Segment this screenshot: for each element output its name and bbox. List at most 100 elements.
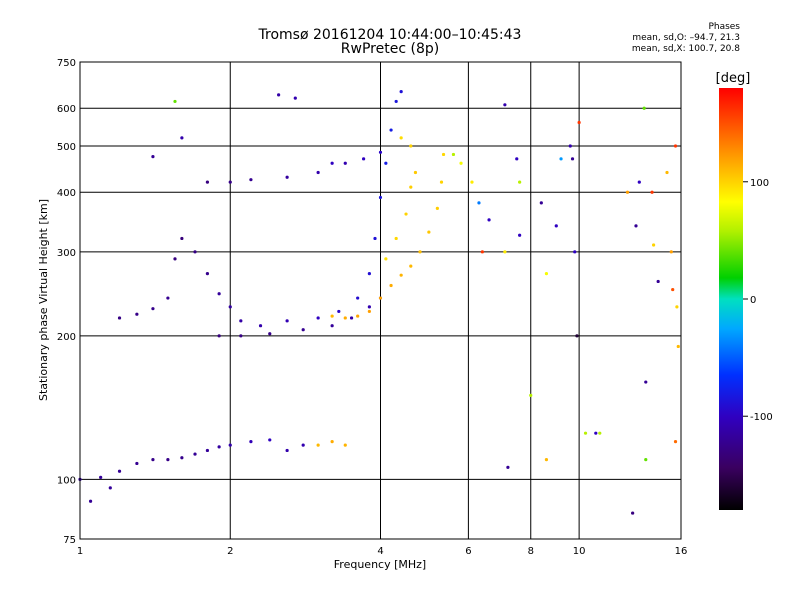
data-point [439, 180, 444, 184]
data-point [577, 120, 581, 125]
data-point [343, 316, 347, 320]
phases-o-line: mean, sd,O: –94.7, 21.3 [632, 33, 740, 43]
data-point [268, 332, 272, 336]
data-point [166, 458, 170, 462]
data-point [316, 443, 320, 447]
x-tick-label: 4 [377, 546, 383, 557]
data-point [99, 475, 103, 479]
data-point [330, 161, 334, 165]
colorbar-label: [deg] [716, 71, 751, 86]
data-point [343, 161, 347, 165]
data-point [285, 175, 289, 179]
data-point [470, 180, 474, 184]
data-point [598, 431, 602, 435]
data-point [642, 106, 646, 110]
data-point [594, 431, 598, 435]
y-tick-label: 200 [57, 332, 76, 343]
data-point [217, 334, 221, 338]
data-point [487, 218, 491, 222]
data-point [570, 157, 575, 161]
data-point [451, 152, 456, 157]
data-point [249, 440, 253, 444]
data-point [544, 272, 549, 276]
data-point [631, 511, 635, 515]
data-point [378, 195, 383, 200]
data-point [193, 452, 197, 456]
plot-frame [79, 61, 682, 540]
data-point [515, 157, 519, 161]
data-point [378, 150, 383, 154]
data-point [650, 190, 654, 194]
data-point [644, 458, 648, 462]
colorbar-tick-label: 0 [750, 295, 756, 306]
data-point [249, 178, 253, 182]
data-point [669, 250, 673, 254]
data-point [166, 296, 170, 300]
data-point [228, 443, 232, 447]
data-point [151, 155, 155, 159]
x-tick-label: 10 [573, 546, 586, 557]
data-point [518, 180, 522, 184]
data-point [399, 136, 403, 140]
data-point [330, 314, 334, 318]
data-point [180, 236, 184, 241]
data-point [285, 448, 289, 453]
y-tick-label: 750 [57, 58, 76, 69]
data-point [394, 236, 398, 241]
colorbar-tick-label: 100 [750, 178, 769, 189]
data-point [675, 305, 679, 309]
data-point [676, 344, 680, 349]
data-point [399, 273, 403, 277]
data-point [151, 307, 155, 311]
x-tick-label: 6 [465, 546, 471, 557]
data-point [503, 250, 507, 254]
data-point [409, 185, 413, 189]
data-point [671, 287, 675, 292]
data-point [117, 316, 122, 320]
y-tick-label: 100 [57, 475, 76, 486]
data-point [285, 319, 289, 323]
data-point [413, 170, 418, 175]
data-point [228, 305, 232, 309]
data-point [651, 243, 656, 247]
data-point [384, 161, 388, 165]
data-point [367, 305, 371, 309]
colorbar-tick-label: -100 [750, 412, 773, 423]
chart-subtitle: RwPretec (8p) [340, 41, 440, 57]
data-point [459, 161, 463, 165]
data-point [644, 380, 648, 384]
data-point [656, 279, 660, 284]
data-point [568, 144, 572, 148]
x-tick-label: 16 [675, 546, 688, 557]
data-point [217, 292, 221, 296]
data-point [316, 316, 320, 320]
x-axis-label: Frequency [MHz] [334, 558, 426, 571]
data-point [356, 296, 360, 300]
data-point [503, 103, 507, 107]
data-point [205, 448, 210, 453]
phases-heading: Phases [708, 22, 740, 32]
data-point [173, 99, 177, 104]
data-point [389, 283, 393, 288]
chart-title: Tromsø 20161204 10:44:00–10:45:43 [258, 27, 522, 43]
colorbar [719, 88, 743, 510]
data-point [135, 461, 139, 466]
data-point [367, 272, 371, 276]
data-point [518, 233, 522, 237]
data-point [217, 445, 221, 449]
data-point [529, 393, 533, 398]
data-point [389, 128, 393, 132]
data-point [665, 170, 669, 175]
data-point [409, 144, 413, 148]
data-point [394, 99, 398, 104]
data-point [544, 458, 549, 462]
data-point [356, 314, 360, 318]
data-point [239, 334, 243, 338]
data-point [506, 465, 510, 469]
data-point [573, 250, 577, 254]
data-point [330, 324, 334, 328]
data-point [228, 180, 232, 184]
data-point [349, 316, 354, 320]
data-point [88, 499, 93, 503]
data-point [343, 443, 347, 447]
